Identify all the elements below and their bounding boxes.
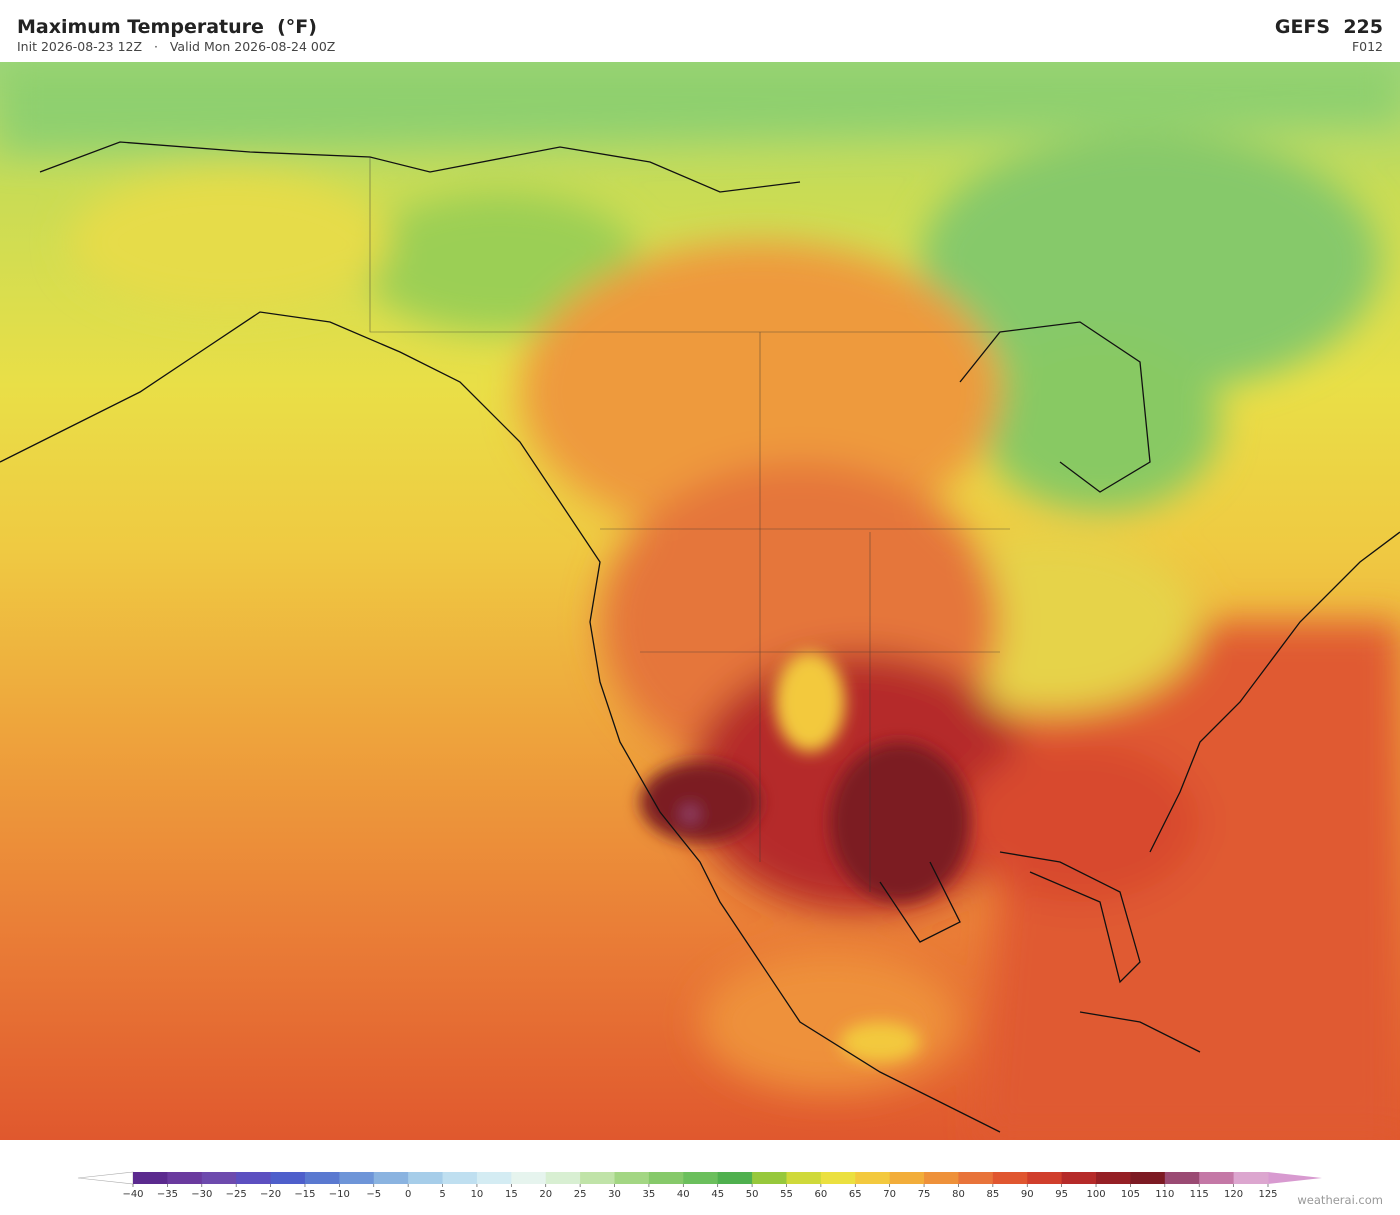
colorbar-bin: [889, 1172, 925, 1184]
colorbar-tick-label: −15: [294, 1189, 315, 1200]
subtitle: Init 2026-08-23 12Z · Valid Mon 2026-08-…: [17, 39, 336, 54]
colorbar-tick-label: 125: [1258, 1189, 1277, 1200]
colorbar-tick-label: 45: [711, 1189, 724, 1200]
colorbar-bin: [1199, 1172, 1235, 1184]
colorbar-tick-label: −10: [329, 1189, 350, 1200]
colorbar-bin: [442, 1172, 478, 1184]
colorbar-bin: [133, 1172, 168, 1184]
colorbar-tick-label: 85: [986, 1189, 999, 1200]
colorbar-bin: [1061, 1172, 1097, 1184]
colorbar-tick-label: −30: [191, 1189, 212, 1200]
colorbar-bin: [648, 1172, 684, 1184]
colorbar-tick-label: −35: [157, 1189, 178, 1200]
colorbar-tick-label: 100: [1086, 1189, 1105, 1200]
colorbar-tick-label: 75: [918, 1189, 931, 1200]
colorbar-tick-label: 95: [1055, 1189, 1068, 1200]
colorbar-bin: [614, 1172, 650, 1184]
colorbar-tick-label: 80: [952, 1189, 965, 1200]
colorbar-tick-label: 120: [1224, 1189, 1243, 1200]
colorbar-bin: [1096, 1172, 1131, 1184]
forecast-hour: F012: [1351, 39, 1383, 54]
colorbar-under: [77, 1171, 134, 1185]
temperature-map: [0, 62, 1400, 1140]
colorbar-tick-label: 65: [849, 1189, 862, 1200]
colorbar-tick-label: 50: [746, 1189, 759, 1200]
colorbar-bin: [511, 1172, 547, 1184]
colorbar-tick-label: 115: [1190, 1189, 1209, 1200]
title: Maximum Temperature (°F): [17, 16, 317, 38]
colorbar-bin: [958, 1172, 994, 1184]
colorbar-bin: [1027, 1172, 1063, 1184]
colorbar-bin: [717, 1172, 753, 1184]
colorbar-tick-label: 40: [677, 1189, 690, 1200]
colorbar-tick-label: −25: [226, 1189, 247, 1200]
colorbar-tick-label: 110: [1155, 1189, 1174, 1200]
colorbar-bin: [1130, 1172, 1166, 1184]
colorbar-tick-label: 30: [608, 1189, 621, 1200]
colorbar-bin: [545, 1172, 581, 1184]
colorbar-bin: [786, 1172, 822, 1184]
colorbar-bin: [992, 1172, 1028, 1184]
colorbar-bin: [408, 1172, 444, 1184]
colorbar-bin: [580, 1172, 616, 1184]
colorbar-tick-label: 90: [1021, 1189, 1034, 1200]
model-label: GEFS 225: [1274, 16, 1383, 38]
colorbar-bin: [201, 1172, 237, 1184]
colorbar-bin: [752, 1172, 787, 1184]
colorbar-tick-label: −5: [366, 1189, 381, 1200]
colorbar-bin: [339, 1172, 375, 1184]
colorbar-tick-label: 20: [539, 1189, 552, 1200]
colorbar-tick-label: 105: [1121, 1189, 1140, 1200]
watermark: weatherai.com: [1297, 1193, 1383, 1207]
colorbar-tick-label: 10: [471, 1189, 484, 1200]
colorbar: −40 −35 −30 −25 −20 −15 −10 −5 0 5 10 15 20 25 30 35 40 4…: [77, 1171, 1322, 1200]
colorbar-bin: [683, 1172, 719, 1184]
colorbar-bin: [924, 1172, 959, 1184]
colorbar-bin: [476, 1172, 512, 1184]
colorbar-bin: [270, 1172, 306, 1184]
colorbar-tick-label: −40: [122, 1189, 143, 1200]
colorbar-bin: [373, 1172, 409, 1184]
colorbar-bin: [304, 1172, 340, 1184]
colorbar-tick-label: 55: [780, 1189, 793, 1200]
colorbar-tick-label: 35: [643, 1189, 656, 1200]
colorbar-tick-label: 0: [405, 1189, 411, 1200]
colorbar-tick-label: 15: [505, 1189, 518, 1200]
colorbar-bin: [167, 1172, 203, 1184]
colorbar-over: [1268, 1172, 1322, 1184]
colorbar-bin: [855, 1172, 891, 1184]
colorbar-bin: [1164, 1172, 1200, 1184]
colorbar-bin: [820, 1172, 856, 1184]
colorbar-tick-label: 25: [574, 1189, 587, 1200]
colorbar-bin: [1233, 1172, 1269, 1184]
colorbar-tick-label: −20: [260, 1189, 281, 1200]
colorbar-tick-label: 5: [439, 1189, 445, 1200]
colorbar-tick-label: 60: [815, 1189, 828, 1200]
colorbar-bin: [236, 1172, 272, 1184]
colorbar-tick-label: 70: [883, 1189, 896, 1200]
